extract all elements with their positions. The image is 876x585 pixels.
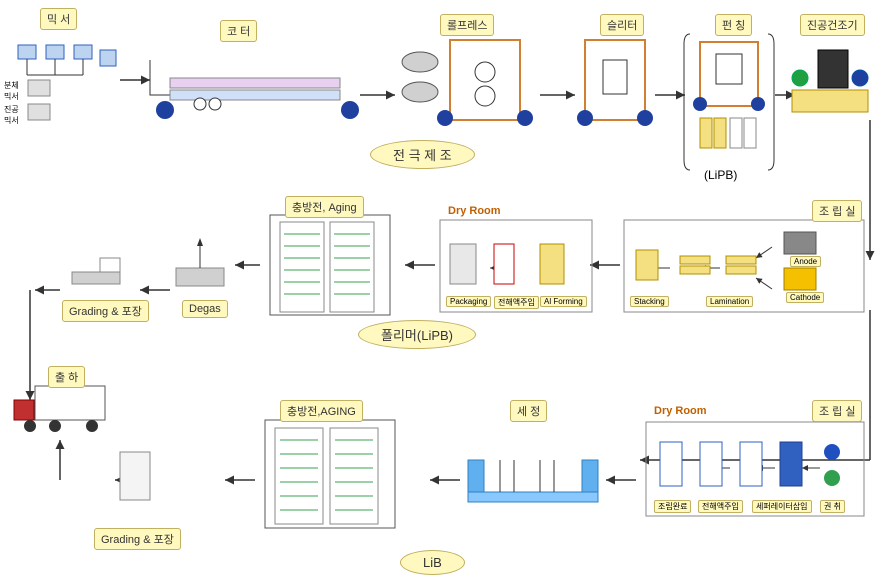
label-grading-bot: Grading & 포장 — [94, 528, 181, 550]
label-anode: Anode — [790, 256, 821, 267]
icon-charge-aging-mid — [270, 215, 390, 315]
label-bot-s2: 전해액주입 — [698, 500, 743, 513]
label-assembly-bot: 조 립 실 — [812, 400, 862, 422]
label-charge-aging-mid: 충방전, Aging — [285, 196, 364, 218]
icon-slitter — [577, 40, 653, 126]
label-alforming: Al Forming — [540, 296, 587, 307]
label-bot-s4: 권 취 — [820, 500, 845, 513]
icon-grading-mid — [72, 258, 120, 284]
label-dryroom-bot: Dry Room — [654, 405, 707, 417]
label-electrolyte: 전해액주입 — [494, 296, 539, 309]
label-wash: 세 정 — [510, 400, 547, 422]
icon-charge-aging-bot — [265, 420, 395, 528]
icon-wash — [468, 460, 598, 502]
label-stacking: Stacking — [630, 296, 669, 307]
label-packaging: Packaging — [446, 296, 491, 307]
label-bot-s1: 조립완료 — [654, 500, 691, 513]
icon-rollpress — [402, 40, 533, 126]
icon-degas — [176, 238, 224, 286]
label-cathode: Cathode — [786, 292, 824, 303]
diagram-svg — [0, 0, 876, 585]
icon-coater — [150, 60, 359, 119]
label-bot-s3: 세퍼레이터삽입 — [752, 500, 812, 513]
icon-mixer — [18, 45, 116, 120]
label-mixer-sub2: 진공 믹서 — [4, 104, 19, 126]
section-polymer: 폴리머(LiPB) — [358, 320, 476, 349]
label-mixer-sub1: 분체 믹서 — [4, 80, 19, 102]
icon-truck — [14, 386, 105, 432]
label-punching-sub: (LiPB) — [704, 168, 737, 182]
label-lamination: Lamination — [706, 296, 753, 307]
label-charge-aging-bot: 충방전,AGING — [280, 400, 363, 422]
label-dryroom-mid: Dry Room — [448, 205, 501, 217]
icon-punching — [684, 34, 774, 170]
label-assembly-mid: 조 립 실 — [812, 200, 862, 222]
label-grading-mid: Grading & 포장 — [62, 300, 149, 322]
label-ship: 출 하 — [48, 366, 85, 388]
icon-vacuum-dryer — [792, 50, 868, 112]
label-degas: Degas — [182, 300, 228, 318]
section-lib: LiB — [400, 550, 465, 575]
